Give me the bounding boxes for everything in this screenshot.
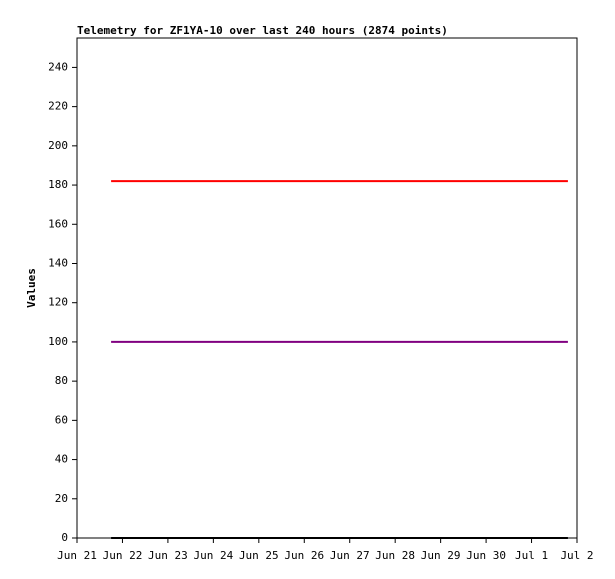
x-tick-label: Jul 1 <box>515 549 548 562</box>
y-tick-label: 220 <box>48 100 68 113</box>
y-tick-label: 160 <box>48 217 68 230</box>
y-tick-label: 140 <box>48 256 68 269</box>
y-tick-label: 60 <box>55 413 68 426</box>
x-tick-label: Jun 25 <box>239 549 279 562</box>
y-tick-label: 80 <box>55 374 68 387</box>
x-tick-label: Jun 22 <box>103 549 143 562</box>
x-tick-label: Jun 29 <box>421 549 461 562</box>
y-axis-label: Values <box>25 268 38 308</box>
x-tick-label: Jun 24 <box>193 549 233 562</box>
y-tick-label: 20 <box>55 492 68 505</box>
x-tick-label: Jun 26 <box>284 549 324 562</box>
x-tick-label: Jun 28 <box>375 549 415 562</box>
y-tick-label: 100 <box>48 335 68 348</box>
y-tick-label: 0 <box>61 531 68 544</box>
y-tick-label: 40 <box>55 453 68 466</box>
x-tick-label: Jun 23 <box>148 549 188 562</box>
y-tick-label: 240 <box>48 60 68 73</box>
y-tick-label: 180 <box>48 178 68 191</box>
chart-title: Telemetry for ZF1YA-10 over last 240 hou… <box>77 24 448 37</box>
x-tick-label: Jul 2 <box>560 549 593 562</box>
y-tick-label: 200 <box>48 139 68 152</box>
x-tick-label: Jun 21 <box>57 549 97 562</box>
y-tick-label: 120 <box>48 296 68 309</box>
x-tick-label: Jun 27 <box>330 549 370 562</box>
x-tick-label: Jun 30 <box>466 549 506 562</box>
